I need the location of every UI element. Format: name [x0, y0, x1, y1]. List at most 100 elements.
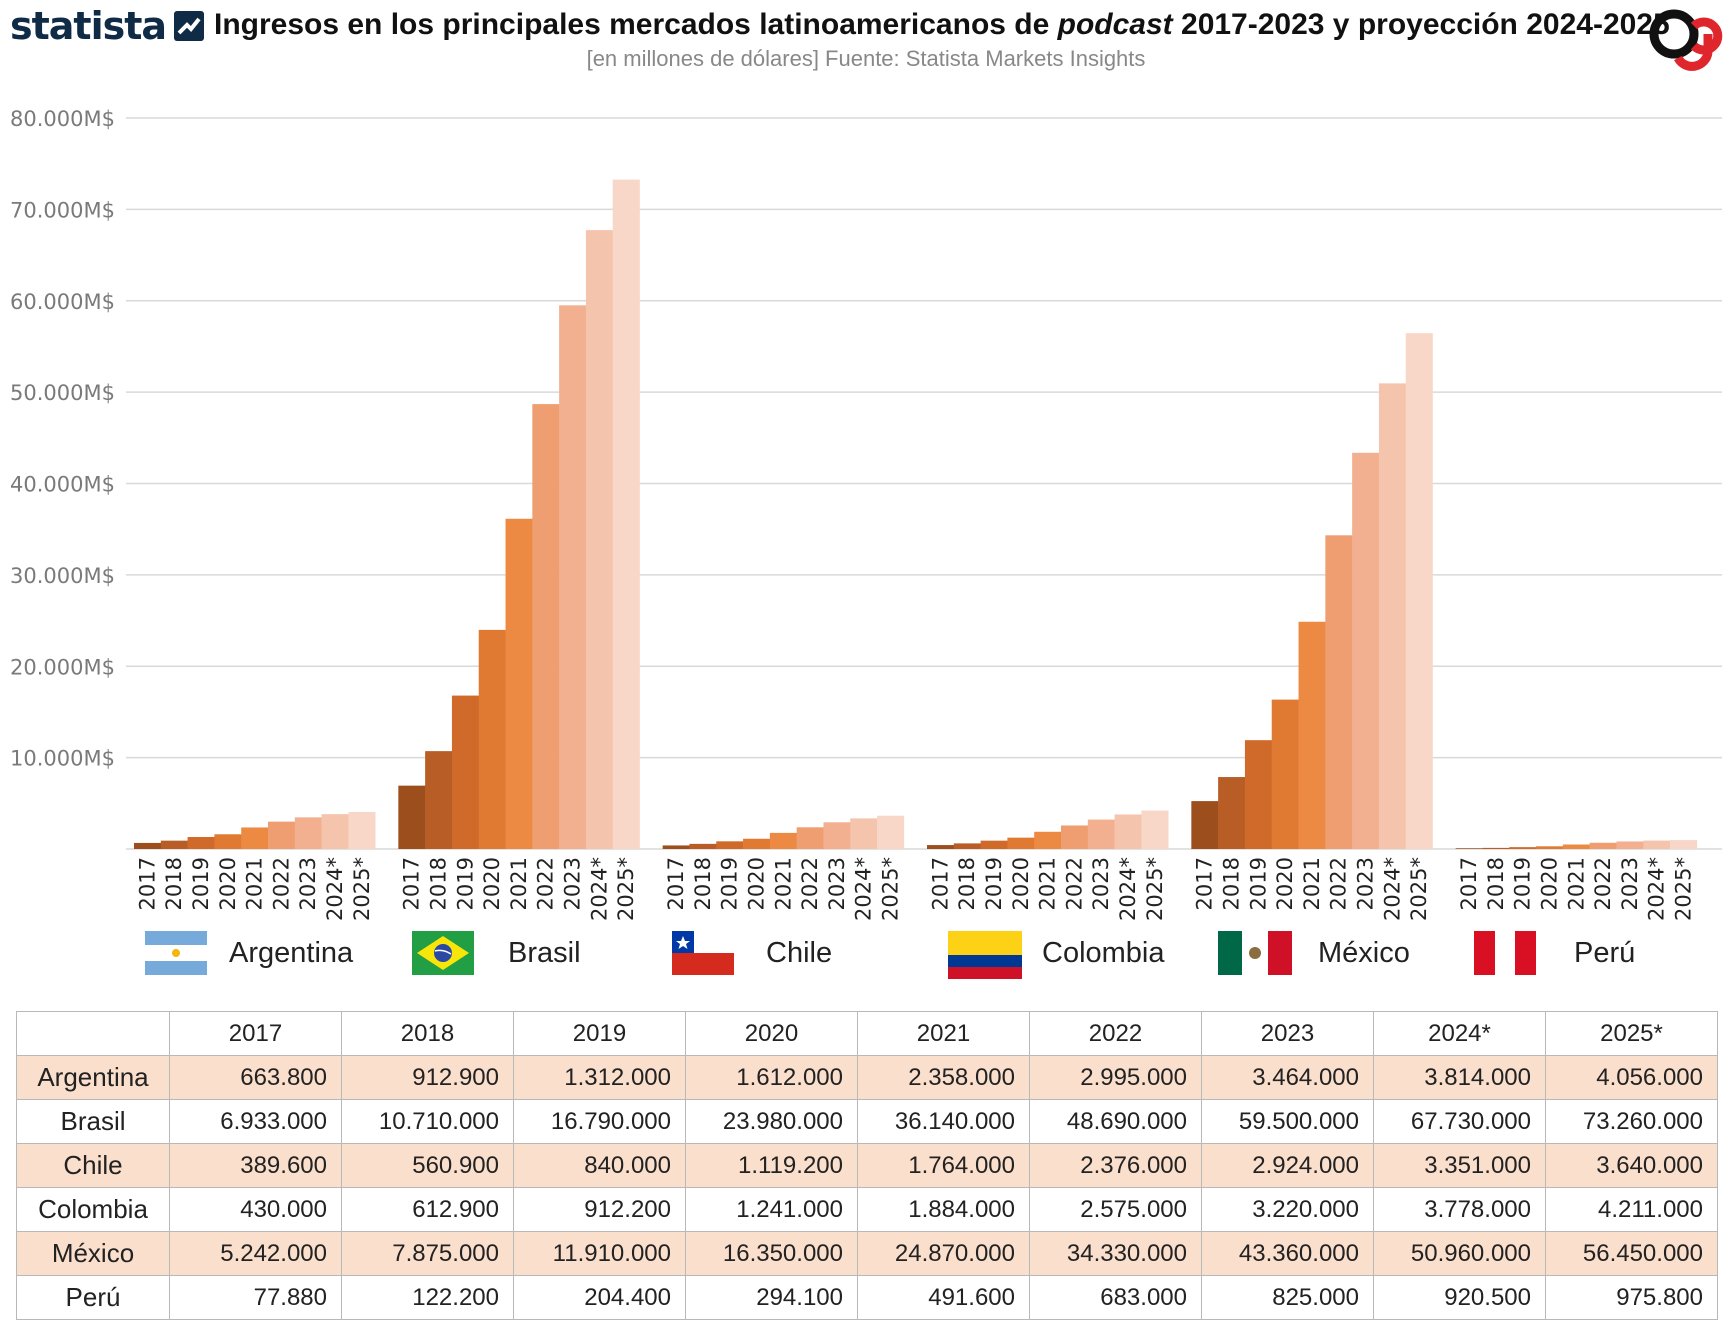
- bar: [532, 404, 560, 849]
- bar: [1670, 840, 1698, 849]
- table-cell: 77.880: [169, 1275, 342, 1320]
- bar-group-argentina: 2017 2018 2019 2020 2021 2022 2023 2024* 2025*: [134, 811, 376, 920]
- bar: [160, 840, 188, 849]
- table-header-row: 2017 2018 2019 2020 2021 2022 2023 2024*…: [16, 1011, 1718, 1056]
- x-tick-label: 2025*: [350, 857, 374, 920]
- data-table: 2017 2018 2019 2020 2021 2022 2023 2024*…: [16, 1011, 1718, 1320]
- bar-group-colombia: 2017 2018 2019 2020 2021 2022 2023 2024* 2025*: [927, 810, 1169, 920]
- table-cell: 3.778.000: [1373, 1187, 1546, 1232]
- legend-item-mexico: México: [1218, 930, 1410, 976]
- x-tick-label: 2020: [480, 857, 504, 910]
- table-cell: 1.241.000: [685, 1187, 858, 1232]
- table-header-cell: 2021: [857, 1011, 1030, 1056]
- row-label: Perú: [16, 1275, 170, 1320]
- table-cell: 3.220.000: [1201, 1187, 1374, 1232]
- bar: [294, 817, 322, 849]
- table-header-cell: 2019: [513, 1011, 686, 1056]
- legend-label: Chile: [766, 936, 833, 969]
- table-cell: 612.900: [341, 1187, 514, 1232]
- bar: [1405, 333, 1433, 849]
- x-tick-label: 2021: [1036, 857, 1060, 910]
- bar: [1191, 801, 1219, 849]
- x-tick-label: 2021: [1564, 857, 1588, 910]
- x-tick-label: 2022: [798, 857, 822, 910]
- bar: [1616, 841, 1644, 849]
- x-tick-label: 2024*: [323, 857, 347, 920]
- bar: [1141, 810, 1169, 849]
- table-cell: 4.056.000: [1545, 1055, 1718, 1100]
- x-tick-label: 2017: [928, 857, 952, 910]
- bar-group-brasil: 2017 2018 2019 2020 2021 2022 2023 2024* 2025*: [398, 179, 640, 920]
- chart-subtitle: [en millones de dólares] Fuente: Statist…: [586, 46, 1146, 71]
- bar: [134, 842, 162, 849]
- table-cell: 3.814.000: [1373, 1055, 1546, 1100]
- bar: [1325, 535, 1353, 849]
- bar: [980, 840, 1008, 849]
- x-tick-label: 2023: [825, 857, 849, 910]
- bar: [1536, 846, 1564, 849]
- legend-label: Perú: [1574, 936, 1636, 969]
- x-tick-label: 2019: [718, 857, 742, 910]
- x-tick-label: 2020: [216, 857, 240, 910]
- row-label: Colombia: [16, 1187, 170, 1232]
- bar: [241, 827, 269, 849]
- bar: [321, 814, 349, 849]
- table-cell: 825.000: [1201, 1275, 1374, 1320]
- bar: [1352, 452, 1380, 849]
- table-cell: 24.870.000: [857, 1231, 1030, 1276]
- legend-item-brasil: Brasil: [412, 930, 581, 976]
- x-tick-label: 2023: [296, 857, 320, 910]
- bar-chart: 80.000M$ 70.000M$ 60.000M$ 50.000M$ 40.000M$…: [10, 107, 1722, 920]
- bar: [1643, 840, 1671, 849]
- bar: [348, 811, 376, 849]
- table-cell: 683.000: [1029, 1275, 1202, 1320]
- table-header-cell: 2018: [341, 1011, 514, 1056]
- x-tick-label: 2018: [427, 857, 451, 910]
- y-tick-label: 10.000M$: [10, 747, 115, 771]
- x-tick-label: 2024*: [1116, 857, 1140, 920]
- row-label: Brasil: [16, 1099, 170, 1144]
- x-tick-label: 2021: [507, 857, 531, 910]
- table-cell: 43.360.000: [1201, 1231, 1374, 1276]
- table-cell: 4.211.000: [1545, 1187, 1718, 1232]
- legend-item-colombia: Colombia: [948, 930, 1165, 979]
- table-cell: 34.330.000: [1029, 1231, 1202, 1276]
- bar-group-perú: 2017 2018 2019 2020 2021 2022 2023 2024* 2025*: [1455, 840, 1698, 920]
- table-cell: 5.242.000: [169, 1231, 342, 1276]
- x-tick-label: 2025*: [878, 857, 902, 920]
- x-tick-label: 2022: [1327, 857, 1351, 910]
- table-cell: 56.450.000: [1545, 1231, 1718, 1276]
- bar: [769, 832, 797, 849]
- flag-argentina-icon: [145, 931, 207, 975]
- x-tick-label: 2017: [664, 857, 688, 910]
- table-header-cell: 2020: [685, 1011, 858, 1056]
- table-cell: 48.690.000: [1029, 1099, 1202, 1144]
- x-tick-label: 2022: [269, 857, 293, 910]
- table-row: Colombia 430.000 612.900 912.200 1.241.000 1.…: [16, 1187, 1718, 1232]
- bar: [505, 518, 533, 849]
- bar-group-méxico: 2017 2018 2019 2020 2021 2022 2023 2024* 2025*: [1191, 333, 1433, 920]
- bar: [1034, 831, 1062, 849]
- x-tick-label: 2018: [1484, 857, 1508, 910]
- x-tick-label: 2025*: [1407, 857, 1431, 920]
- x-tick-label: 2017: [400, 857, 424, 910]
- x-tick-label: 2022: [534, 857, 558, 910]
- legend-item-argentina: Argentina: [145, 930, 353, 976]
- table-header-cell: [16, 1011, 170, 1056]
- bar: [1271, 699, 1299, 849]
- table-cell: 73.260.000: [1545, 1099, 1718, 1144]
- table-cell: 16.350.000: [685, 1231, 858, 1276]
- bar: [877, 815, 905, 849]
- x-tick-label: 2021: [243, 857, 267, 910]
- table-header-cell: 2024*: [1373, 1011, 1546, 1056]
- x-tick-label: 2024*: [1645, 857, 1669, 920]
- row-label: Argentina: [16, 1055, 170, 1100]
- table-cell: 2.376.000: [1029, 1143, 1202, 1188]
- legend-label: Colombia: [1042, 936, 1165, 969]
- flag-peru-icon: [1474, 931, 1536, 975]
- table-cell: 50.960.000: [1373, 1231, 1546, 1276]
- table-cell: 7.875.000: [341, 1231, 514, 1276]
- flag-chile-icon: [672, 931, 734, 975]
- x-tick-label: 2019: [1246, 857, 1270, 910]
- bar: [1509, 847, 1537, 849]
